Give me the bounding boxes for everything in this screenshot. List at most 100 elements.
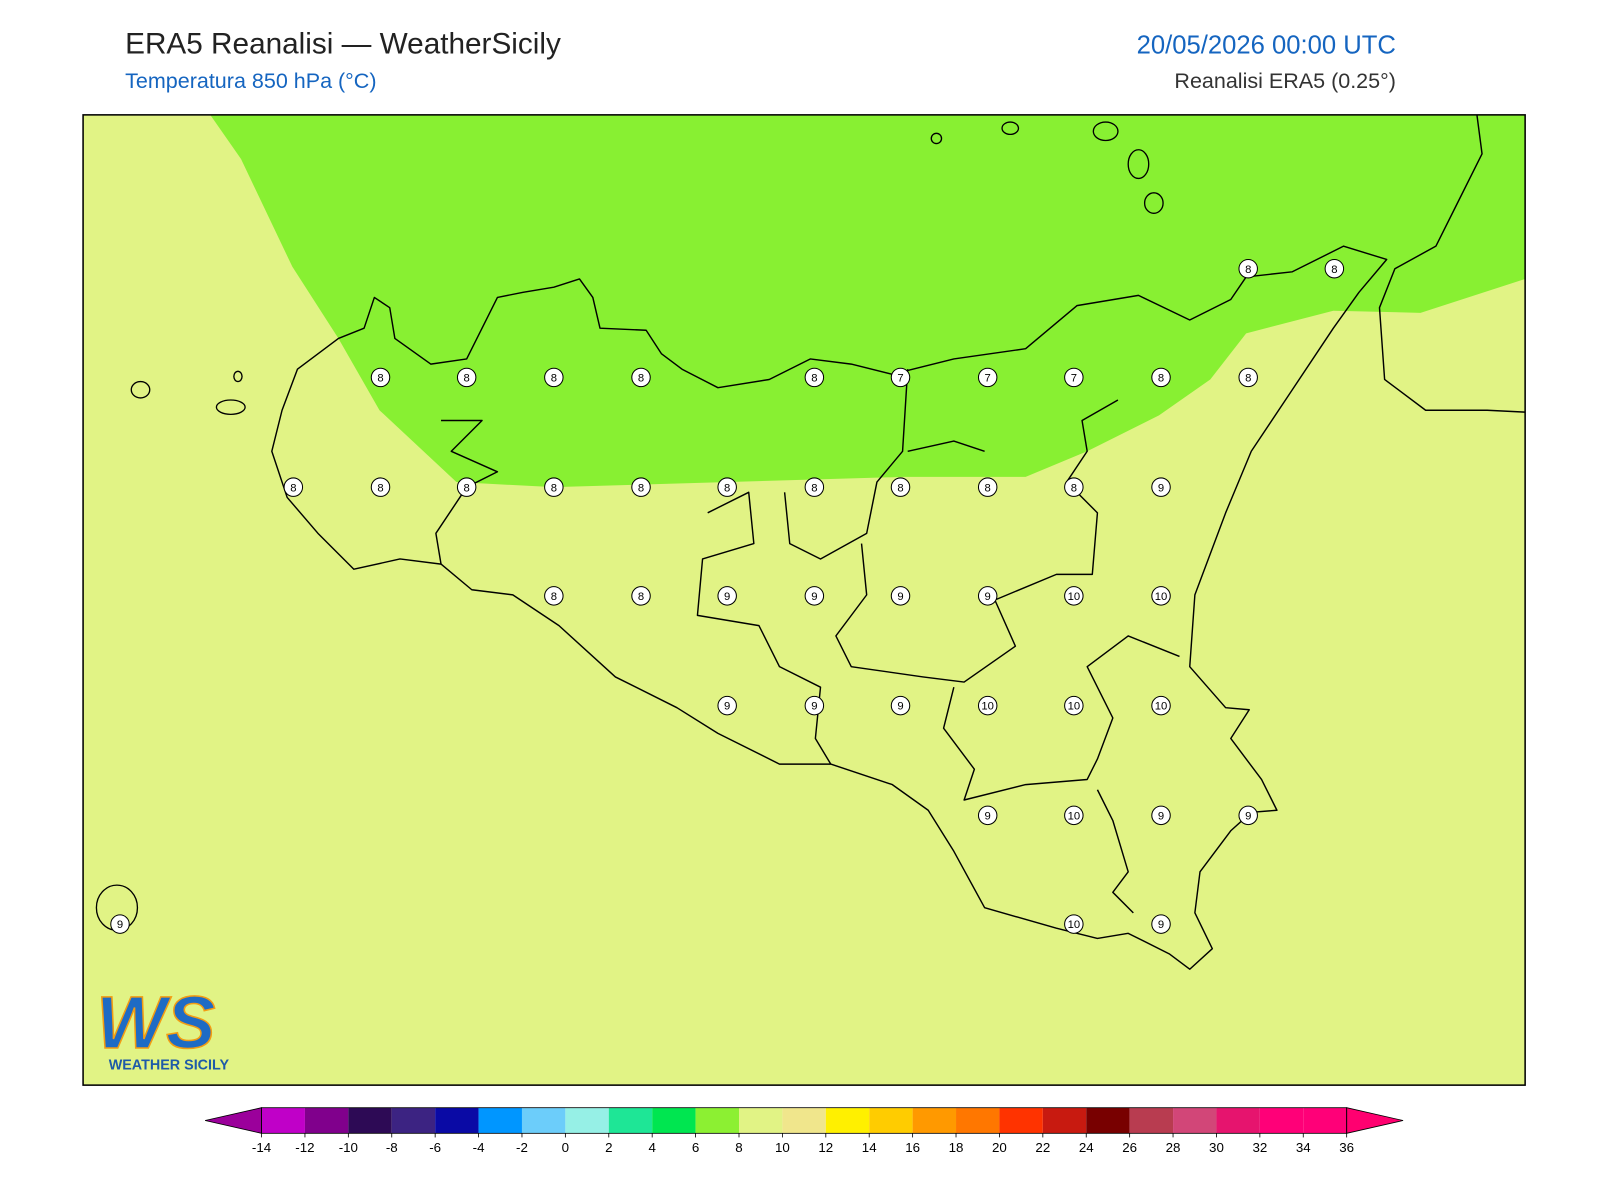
station-value: 9: [1158, 810, 1164, 822]
station-marker: [1064, 586, 1084, 606]
colorbar-tick-label: 26: [1122, 1140, 1137, 1155]
island: [233, 370, 243, 383]
colorbar-tick-label: 28: [1166, 1140, 1181, 1155]
title: ERA5 Reanalisi — WeatherSicily: [125, 27, 561, 60]
colorbar-bin: [1042, 1107, 1087, 1134]
station-marker: [1151, 586, 1171, 606]
colorbar-bin: [869, 1107, 913, 1134]
logo: WS WEATHER SICILY: [96, 980, 230, 1074]
station-value: 10: [1155, 591, 1168, 603]
island: [1143, 192, 1164, 214]
station-value: 8: [551, 591, 557, 603]
station-value: 8: [811, 373, 817, 385]
station-value: 8: [724, 482, 730, 494]
station-value: 8: [638, 482, 644, 494]
station-marker: [1238, 367, 1258, 388]
colorbar-bin: [1303, 1107, 1347, 1134]
station-marker: [1064, 695, 1084, 716]
station-value: 7: [985, 373, 991, 385]
station-value: 9: [1245, 810, 1251, 822]
colorbar-bin: [565, 1107, 609, 1134]
colorbar-bin: [304, 1107, 349, 1134]
logo-mark: WS: [96, 981, 215, 1064]
station-marker: [631, 477, 651, 497]
colorbar-bin: [738, 1107, 783, 1134]
colorbar-bin: [435, 1107, 479, 1134]
station-value: 9: [897, 591, 903, 603]
station-marker: [977, 586, 998, 606]
station-value: 8: [377, 373, 383, 385]
station-value: 8: [1245, 373, 1251, 385]
station-marker: [1151, 805, 1171, 826]
island: [215, 399, 246, 416]
station-value: 9: [897, 701, 903, 713]
station-value: 9: [811, 701, 817, 713]
island: [1127, 149, 1150, 180]
station-marker: [456, 367, 477, 388]
station-marker: [804, 586, 825, 606]
colorbar-bin: [912, 1107, 957, 1134]
colorbar-bin: [261, 1107, 305, 1134]
colorbar-tick-label: 22: [1035, 1140, 1050, 1155]
station-value: 8: [811, 482, 817, 494]
station-value: 10: [1068, 919, 1081, 931]
station-marker: [717, 477, 737, 497]
station-marker: [1151, 477, 1171, 497]
station-value: 10: [1068, 810, 1081, 822]
colorbar-tick-label: 36: [1339, 1140, 1354, 1155]
calabria-coastline: [1378, 114, 1526, 413]
colorbar-bin: [521, 1107, 566, 1134]
colorbar-bin: [782, 1107, 826, 1134]
station-marker: [1324, 258, 1345, 279]
station-marker: [110, 914, 130, 934]
island: [130, 380, 151, 399]
station-value: 8: [464, 482, 470, 494]
colorbar-bin: [956, 1107, 1000, 1134]
island: [930, 132, 943, 145]
station-value: 8: [377, 482, 383, 494]
station-marker: [977, 695, 998, 716]
station-marker: [544, 367, 564, 388]
station-value: 9: [117, 919, 123, 931]
station-value: 7: [1071, 373, 1077, 385]
station-marker: [717, 586, 737, 606]
colorbar-tick-label: 18: [949, 1140, 964, 1155]
station-value: 10: [1068, 701, 1081, 713]
station-value: 10: [1068, 591, 1081, 603]
station-marker: [1151, 695, 1171, 716]
colorbar-bin: [1216, 1107, 1260, 1134]
colorbar-bin: [391, 1107, 436, 1134]
colorbar-tick-label: -6: [429, 1140, 441, 1155]
station-marker: [370, 477, 391, 497]
station-marker: [890, 695, 911, 716]
colorbar-bin: [825, 1107, 870, 1134]
island: [1001, 121, 1020, 136]
station-value: 8: [638, 591, 644, 603]
station-value: 8: [1158, 373, 1164, 385]
subtitle: Temperatura 850 hPa (°C): [125, 69, 376, 93]
island: [1092, 121, 1119, 142]
station-value: 9: [1158, 919, 1164, 931]
colorbar-tick-label: 24: [1079, 1140, 1094, 1155]
station-marker: [631, 367, 651, 388]
colorbar-tick-label: 4: [648, 1140, 656, 1155]
station-marker: [717, 695, 737, 716]
station-marker: [890, 367, 911, 388]
logo-text: WEATHER SICILY: [109, 1058, 230, 1074]
station-value: 9: [811, 591, 817, 603]
station-value: 9: [1158, 482, 1164, 494]
station-marker: [1064, 367, 1084, 388]
station-marker: [890, 477, 911, 497]
station-marker: [370, 367, 391, 388]
colorbar-tick-label: 6: [692, 1140, 699, 1155]
station-value: 9: [724, 591, 730, 603]
station-marker: [977, 805, 998, 826]
station-value: 8: [985, 482, 991, 494]
colorbar-bin: [1259, 1107, 1304, 1134]
colorbar-tick-label: 34: [1296, 1140, 1311, 1155]
colorbar-bin: [695, 1107, 739, 1134]
station-value: 8: [1331, 264, 1337, 276]
station-marker: [1238, 258, 1258, 279]
